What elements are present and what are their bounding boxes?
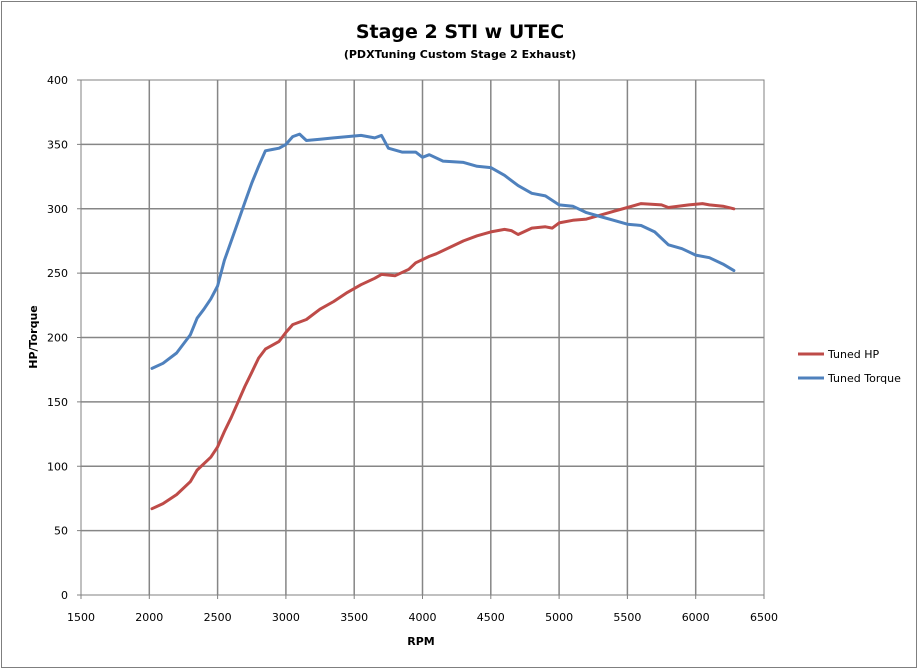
x-tick-label: 3000: [272, 611, 300, 624]
x-tick-label: 3500: [340, 611, 368, 624]
y-tick-label: 350: [47, 138, 68, 151]
x-axis-ticks: 1500 2000 2500 3000 3500 4000 4500 5000 5500 6000…: [67, 595, 778, 624]
y-tick-label: 300: [47, 203, 68, 216]
grid-lines: [81, 80, 764, 595]
y-tick-label: 50: [54, 525, 68, 538]
x-axis-label: RPM: [407, 635, 434, 648]
x-tick-label: 5500: [613, 611, 641, 624]
y-tick-label: 0: [61, 589, 68, 602]
y-tick-label: 200: [47, 332, 68, 345]
x-tick-label: 6500: [750, 611, 778, 624]
x-tick-label: 6000: [682, 611, 710, 624]
y-tick-label: 400: [47, 74, 68, 87]
series-line-tuned-hp: [150, 202, 736, 511]
y-tick-label: 250: [47, 267, 68, 280]
legend-label: Tuned Torque: [827, 372, 901, 385]
chart-subtitle: (PDXTuning Custom Stage 2 Exhaust): [344, 48, 576, 61]
y-tick-label: 150: [47, 396, 68, 409]
x-tick-label: 4500: [477, 611, 505, 624]
legend-label: Tuned HP: [827, 348, 880, 361]
y-axis-label: HP/Torque: [27, 305, 40, 368]
series-lines: [150, 132, 736, 511]
x-tick-label: 5000: [545, 611, 573, 624]
legend: Tuned HP Tuned Torque: [798, 348, 901, 385]
chart-title: Stage 2 STI w UTEC: [356, 21, 564, 43]
x-tick-label: 1500: [67, 611, 95, 624]
x-tick-label: 4000: [409, 611, 437, 624]
series-line-tuned-torque: [150, 132, 736, 370]
y-tick-label: 100: [47, 460, 68, 473]
x-tick-label: 2000: [135, 611, 163, 624]
y-axis-ticks: 0 50 100 150 200 250 300 350 400: [47, 74, 81, 602]
x-tick-label: 2500: [204, 611, 232, 624]
